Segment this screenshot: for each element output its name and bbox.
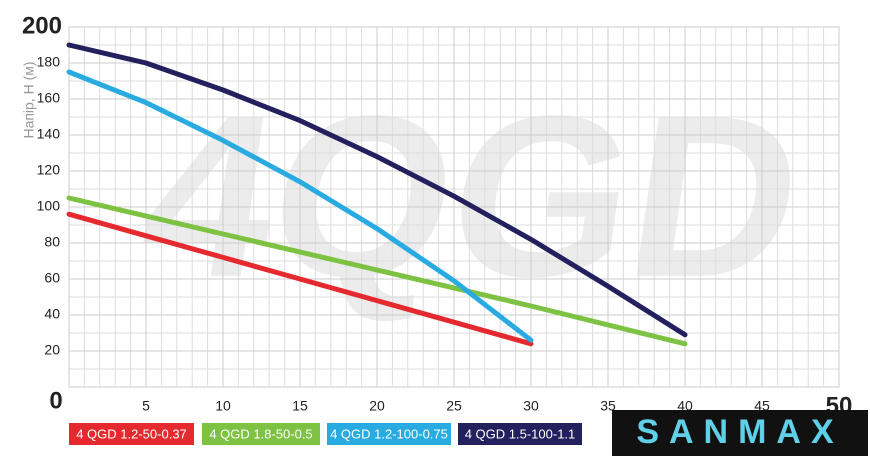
legend-swatch: [458, 423, 582, 445]
series-line: [66, 42, 688, 338]
x-tick-label: 30: [523, 398, 539, 414]
logo: SANMAX: [636, 413, 843, 451]
y-tick-label: 20: [44, 342, 60, 358]
y-tick-label: 160: [37, 90, 61, 106]
y-tick-label: 180: [37, 54, 61, 70]
x-tick-label: 40: [677, 398, 693, 414]
x-tick-label: 10: [215, 398, 231, 414]
series-line: [66, 211, 534, 347]
legend-swatch: [327, 423, 451, 445]
y-tick-label: 140: [37, 126, 61, 142]
legend-swatch: [69, 423, 194, 445]
legend-label: 4 QGD 1.8-50-0.5: [209, 426, 312, 441]
logo-background: [612, 410, 868, 456]
legend-swatch: [202, 423, 320, 445]
x-tick-label: 15: [292, 398, 308, 414]
y-tick-label: 40: [44, 306, 60, 322]
x-tick-label: 35: [600, 398, 616, 414]
legend-label: 4 QGD 1.2-50-0.37: [76, 426, 187, 441]
lines: [66, 42, 688, 347]
x-tick-label: 20: [369, 398, 385, 414]
series-line: [66, 195, 688, 347]
series-line: [66, 69, 534, 343]
legend-label: 4 QGD 1.2-100-0.75: [330, 426, 448, 441]
y-tick-label: 200: [22, 12, 62, 39]
y-tick-label: 60: [44, 270, 60, 286]
x-tick-label: 25: [446, 398, 462, 414]
watermark: 4QGD: [128, 68, 816, 325]
legend: 4 QGD 1.2-50-0.37 4 QGD 1.8-50-0.5 4 QGD 1…: [69, 423, 582, 445]
x-tick-label: 45: [754, 398, 770, 414]
x-tick-label: 0: [49, 387, 62, 414]
x-tick-label: 5: [142, 398, 150, 414]
y-tick-label: 120: [37, 162, 61, 178]
grid: 0 5 10 15 20 25 30 35 40 45 5020406080100120140160…: [22, 12, 852, 419]
y-tick-label: 100: [37, 198, 61, 214]
y-tick-label: 80: [44, 234, 60, 250]
legend-label: 4 QGD 1.5-100-1.1: [465, 426, 576, 441]
y-axis-label: Напір, Н (м): [21, 61, 37, 138]
